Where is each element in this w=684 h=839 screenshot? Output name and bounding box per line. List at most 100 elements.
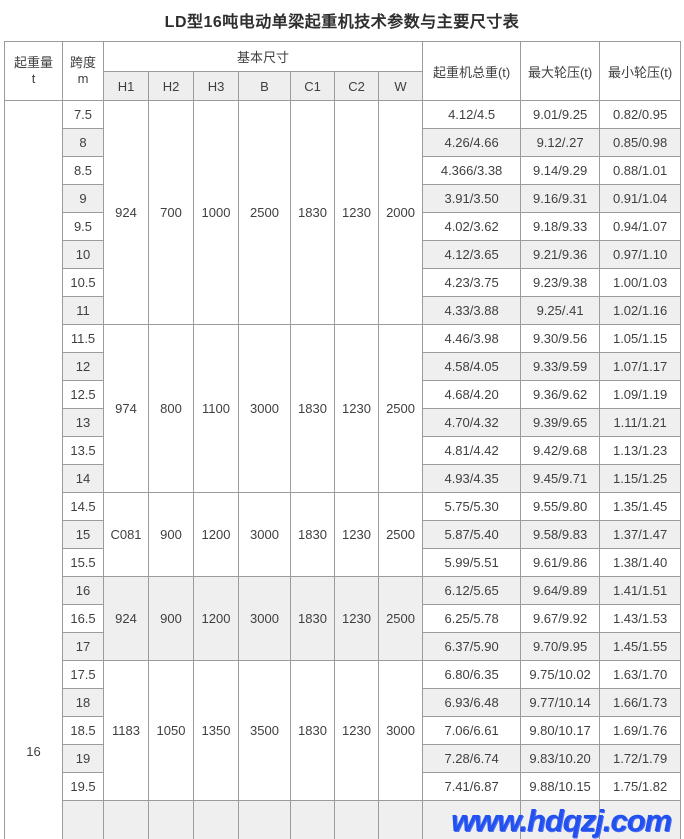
span-cell: 17 (62, 632, 104, 661)
col-header-capacity-label: 起重量 (13, 54, 53, 70)
min-wheel-cell: 1.15/1.25 (599, 464, 682, 493)
dim-b-cell: 3500 (238, 660, 291, 801)
dim-h2-cell: 900 (148, 492, 194, 577)
span-cell: 17.5 (62, 660, 104, 689)
total-weight-cell: 7.06/6.61 (422, 716, 522, 745)
col-header-span-unit: m (77, 71, 89, 86)
dim-h1-cell: 974 (103, 324, 149, 493)
min-wheel-cell: 1.09/1.19 (599, 380, 682, 409)
max-wheel-cell: 9.01/9.25 (520, 100, 601, 129)
total-weight-cell: 6.25/5.78 (422, 604, 522, 633)
max-wheel-cell: 9.39/9.65 (520, 408, 601, 437)
max-wheel-cell: 9.58/9.83 (520, 520, 601, 549)
dim-c1-cell: 1830 (290, 492, 335, 577)
total-weight-cell: 4.12/3.65 (422, 240, 522, 269)
col-header-h2: H2 (148, 71, 194, 101)
dim-b-cell: 3000 (238, 324, 291, 493)
span-cell: 8.5 (62, 156, 104, 185)
min-wheel-cell: 0.94/1.07 (599, 212, 682, 241)
header-row-1: 起重量 t 跨度 m 基本尺寸 起重机总重(t) 最大轮压(t) 最小轮压(t) (4, 41, 682, 101)
table-header: 起重量 t 跨度 m 基本尺寸 起重机总重(t) 最大轮压(t) 最小轮压(t)… (4, 41, 682, 101)
capacity-cell: 16 (4, 100, 63, 839)
header-row-2: H1 H2 H3 B C1 C2 W (5, 71, 681, 101)
dim-h1-cell: C081 (103, 492, 149, 577)
span-cell: 15.5 (62, 548, 104, 577)
empty-cell (422, 800, 522, 839)
span-cell: 18.5 (62, 716, 104, 745)
min-wheel-cell: 0.88/1.01 (599, 156, 682, 185)
span-cell: 16 (62, 576, 104, 605)
span-cell: 11 (62, 296, 104, 325)
table-row: 16 7.5 924 700 1000 2500 1830 1230 2000 4.12/4.5 9… (4, 100, 682, 839)
max-wheel-cell: 9.70/9.95 (520, 632, 601, 661)
total-weight-cell: 7.28/6.74 (422, 744, 522, 773)
max-wheel-cell: 9.14/9.29 (520, 156, 601, 185)
span-cell: 9.5 (62, 212, 104, 241)
table-row-partial (5, 800, 682, 839)
min-wheel-cell: 1.35/1.45 (599, 492, 682, 521)
max-wheel-cell: 9.75/10.02 (520, 660, 601, 689)
min-wheel-cell: 1.02/1.16 (599, 296, 682, 325)
dim-c1-cell: 1830 (290, 324, 335, 493)
min-wheel-cell: 0.82/0.95 (599, 100, 682, 129)
total-weight-cell: 7.41/6.87 (422, 772, 522, 801)
total-weight-cell: 6.12/5.65 (422, 576, 522, 605)
min-wheel-cell: 1.72/1.79 (599, 744, 682, 773)
total-weight-cell: 4.12/4.5 (422, 100, 522, 129)
dim-w-cell: 2500 (377, 492, 424, 577)
max-wheel-cell: 9.80/10.17 (520, 716, 601, 745)
min-wheel-cell: 1.07/1.17 (599, 352, 682, 381)
min-wheel-cell: 1.43/1.53 (599, 604, 682, 633)
table-row: 12.5 4.68/4.20 9.36/9.62 1.09/1.19 (5, 380, 682, 409)
col-header-h1: H1 (103, 71, 149, 101)
max-wheel-cell: 9.23/9.38 (520, 268, 601, 297)
col-header-capacity: 起重量 t (4, 41, 63, 101)
min-wheel-cell: 1.00/1.03 (599, 268, 682, 297)
table-row: 11 4.33/3.88 9.25/.41 1.02/1.16 (5, 296, 682, 325)
col-header-b: B (238, 71, 291, 101)
span-cell: 19 (62, 744, 104, 773)
empty-cell (238, 800, 291, 839)
dim-h2-cell: 1050 (148, 660, 194, 801)
dim-h3-cell: 1100 (193, 324, 239, 493)
min-wheel-cell: 1.45/1.55 (599, 632, 682, 661)
empty-cell (193, 800, 239, 839)
min-wheel-cell: 1.75/1.82 (599, 772, 682, 801)
table-row: 10.5 4.23/3.75 9.23/9.38 1.00/1.03 (5, 268, 682, 297)
min-wheel-cell: 0.97/1.10 (599, 240, 682, 269)
span-cell: 13 (62, 408, 104, 437)
span-cell: 12.5 (62, 380, 104, 409)
dim-w-cell: 2000 (377, 100, 424, 325)
dim-b-cell: 3000 (238, 576, 291, 661)
min-wheel-cell: 1.66/1.73 (599, 688, 682, 717)
min-wheel-cell: 1.37/1.47 (599, 520, 682, 549)
empty-cell (103, 800, 149, 839)
max-wheel-cell: 9.88/10.15 (520, 772, 601, 801)
dim-h1-cell: 924 (103, 100, 149, 325)
empty-cell (148, 800, 194, 839)
col-header-min-wheel: 最小轮压(t) (599, 41, 682, 101)
dim-c2-cell: 1230 (334, 660, 379, 801)
total-weight-cell: 4.81/4.42 (422, 436, 522, 465)
col-header-total-weight: 起重机总重(t) (422, 41, 522, 101)
total-weight-cell: 5.99/5.51 (422, 548, 522, 577)
max-wheel-cell: 9.77/10.14 (520, 688, 601, 717)
min-wheel-cell: 1.69/1.76 (599, 716, 682, 745)
dim-c1-cell: 1830 (290, 576, 335, 661)
dim-b-cell: 2500 (238, 100, 291, 325)
dim-c2-cell: 1230 (334, 576, 379, 661)
min-wheel-cell: 1.38/1.40 (599, 548, 682, 577)
max-wheel-cell: 9.55/9.80 (520, 492, 601, 521)
max-wheel-cell: 9.18/9.33 (520, 212, 601, 241)
dim-c2-cell: 1230 (334, 492, 379, 577)
col-header-c2: C2 (334, 71, 379, 101)
total-weight-cell: 4.46/3.98 (422, 324, 522, 353)
dim-w-cell: 2500 (377, 576, 424, 661)
total-weight-cell: 6.37/5.90 (422, 632, 522, 661)
table-row: 13.5 4.81/4.42 9.42/9.68 1.13/1.23 (5, 436, 682, 465)
max-wheel-cell: 9.61/9.86 (520, 548, 601, 577)
dim-h2-cell: 700 (148, 100, 194, 325)
span-cell: 16.5 (62, 604, 104, 633)
dim-c2-cell: 1230 (334, 324, 379, 493)
